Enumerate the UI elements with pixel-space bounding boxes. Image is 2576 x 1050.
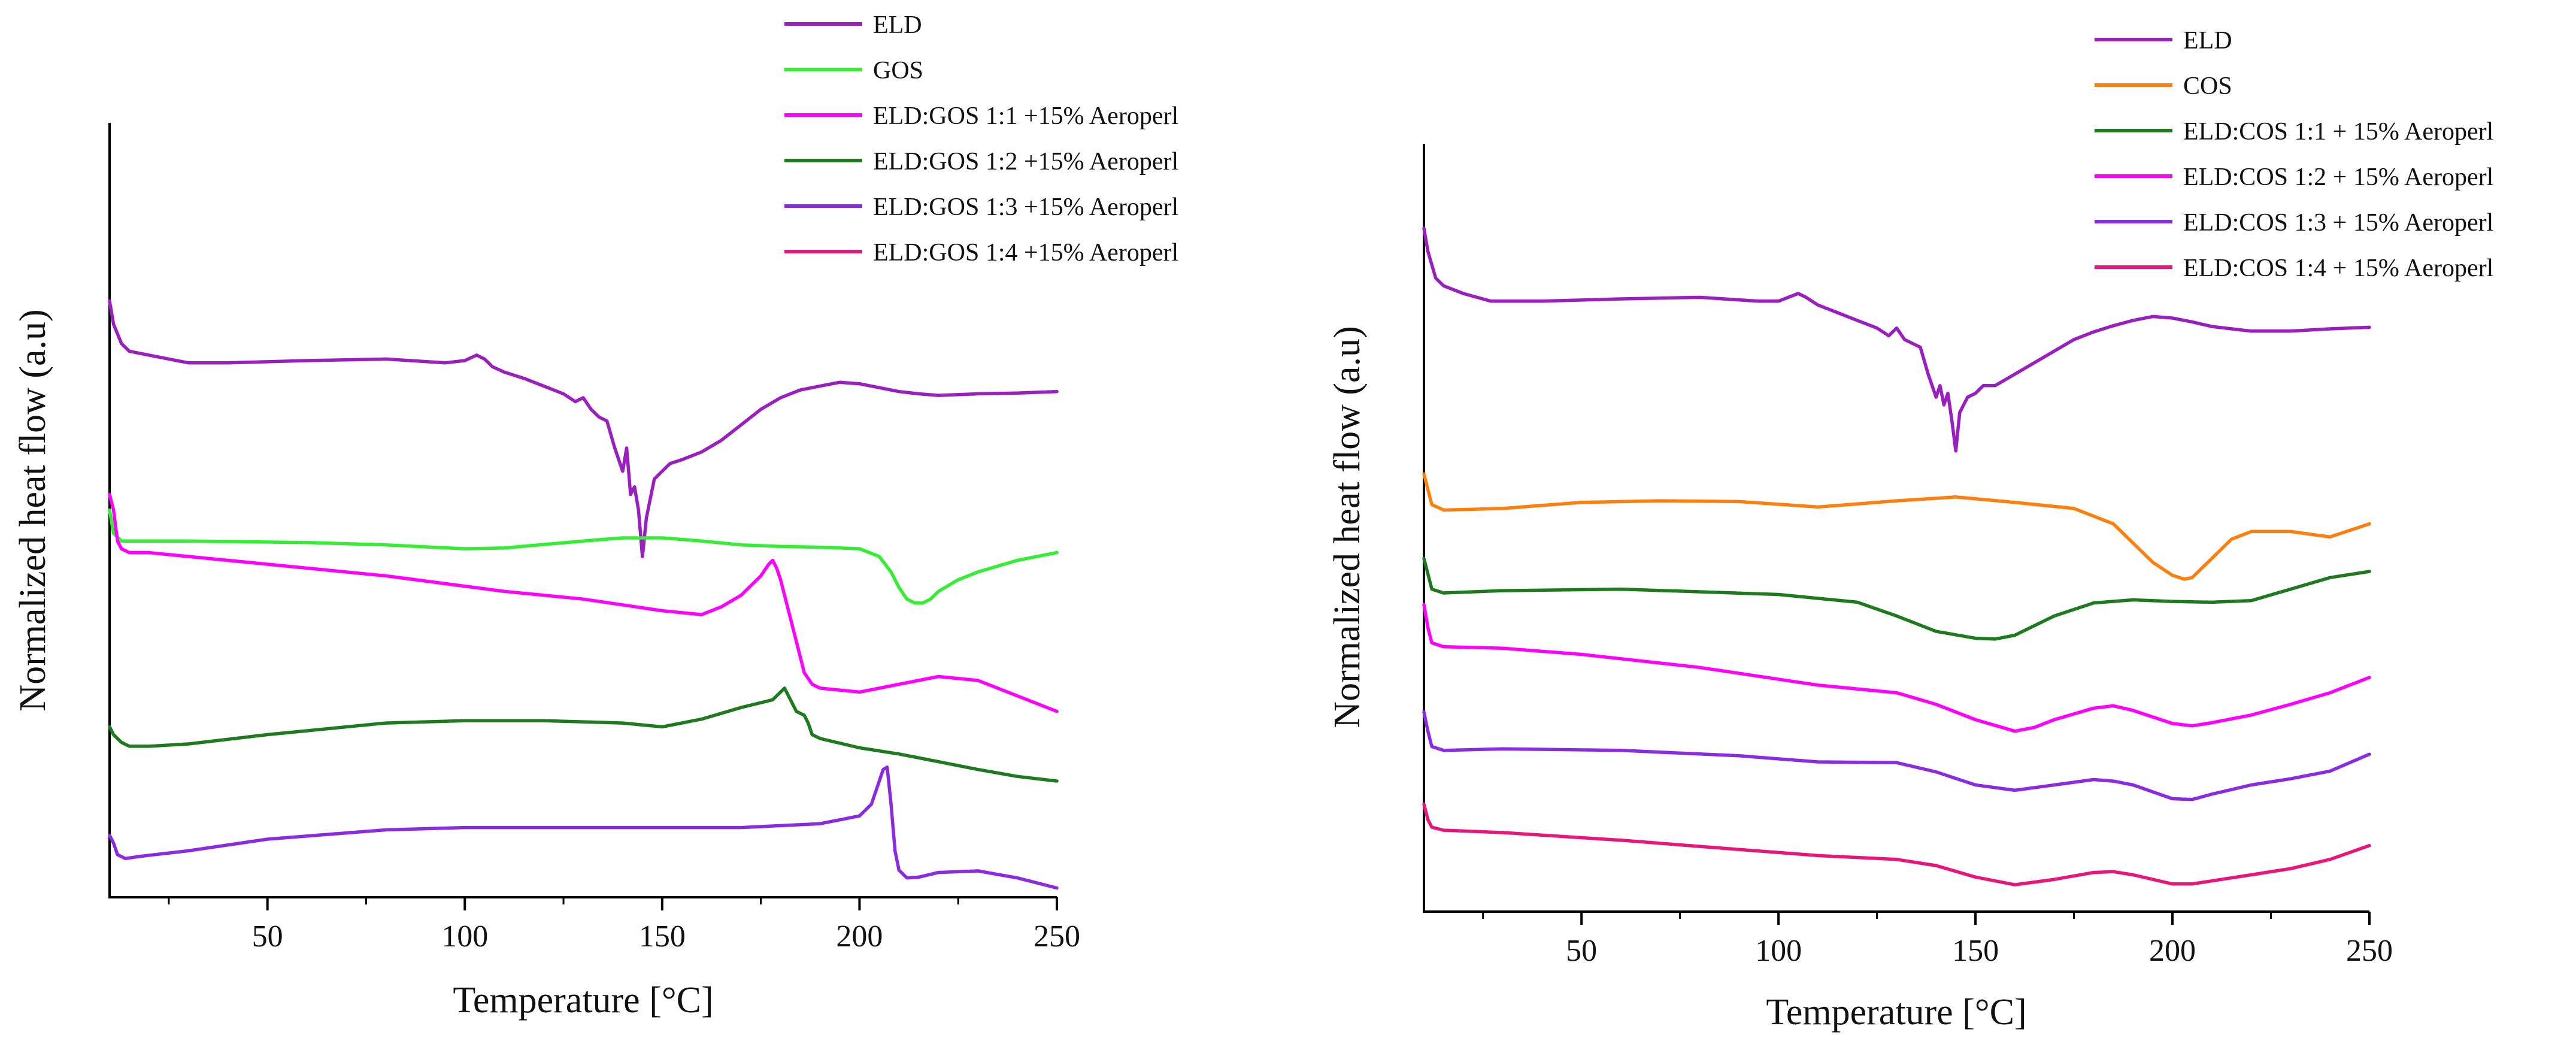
left-x-axis-title: Temperature [°C]	[453, 980, 713, 1021]
right-series-eld	[1422, 226, 2371, 453]
chart-right-eld-cos: 50 100 150 200 250 Normalized heat flow (a.u)…	[1327, 27, 2493, 1033]
right-legend-label: ELD:COS 1:2 + 15% Aeroperl	[2183, 164, 2493, 191]
right-series-eld-cos-1-1-15-aeroperl	[1422, 556, 2371, 641]
chart-left-eld-gos: 50 100 150 200 250 Normalized heat flow (a.u)…	[13, 11, 1178, 1021]
right-series-cos	[1422, 472, 2371, 581]
right-x-tick-label: 200	[2149, 934, 2196, 968]
left-x-tick-label: 150	[639, 919, 686, 954]
left-x-tick-label: 250	[1034, 919, 1080, 954]
right-legend-label: ELD:COS 1:1 + 15% Aeroperl	[2183, 118, 2493, 146]
right-series-eld-cos-1-4-15-aeroperl	[1422, 802, 2371, 886]
left-legend-label: GOS	[873, 57, 923, 84]
right-x-tick-label: 50	[1566, 934, 1597, 968]
right-x-tick-label: 250	[2346, 934, 2393, 968]
right-legend-label: ELD:COS 1:3 + 15% Aeroperl	[2183, 209, 2493, 237]
left-series-eld-gos-1-3-15-aeroperl	[108, 765, 1059, 890]
right-legend-label: COS	[2183, 72, 2232, 100]
left-x-tick-label: 200	[836, 919, 883, 954]
left-legend-label: ELD:GOS 1:2 +15% Aeroperl	[873, 148, 1178, 175]
left-legend-label: ELD	[873, 11, 922, 39]
right-legend-label: ELD:COS 1:4 + 15% Aeroperl	[2183, 255, 2493, 282]
left-x-tick-label: 100	[441, 919, 488, 954]
left-x-tick-label: 50	[252, 919, 283, 954]
right-x-tick-label: 100	[1755, 934, 1802, 968]
right-series-eld-cos-1-3-15-aeroperl	[1422, 710, 2371, 801]
right-y-axis-title: Normalized heat flow (a.u)	[1327, 326, 1368, 728]
right-x-axis-title: Temperature [°C]	[1766, 992, 2026, 1033]
right-legend-label: ELD	[2183, 27, 2232, 55]
left-series-eld-gos-1-2-15-aeroperl	[108, 686, 1059, 783]
right-series-eld-cos-1-2-15-aeroperl	[1422, 603, 2371, 733]
right-x-tick-label: 150	[1952, 934, 1999, 968]
left-series-eld	[108, 299, 1059, 558]
left-legend-label: ELD:GOS 1:1 +15% Aeroperl	[873, 102, 1178, 130]
left-legend-label: ELD:GOS 1:4 +15% Aeroperl	[873, 239, 1178, 267]
left-y-axis-title: Normalized heat flow (a.u)	[13, 309, 53, 711]
left-series-eld-gos-1-1-15-aeroperl	[108, 492, 1059, 713]
left-legend-label: ELD:GOS 1:3 +15% Aeroperl	[873, 193, 1178, 221]
left-series-gos	[108, 508, 1059, 605]
